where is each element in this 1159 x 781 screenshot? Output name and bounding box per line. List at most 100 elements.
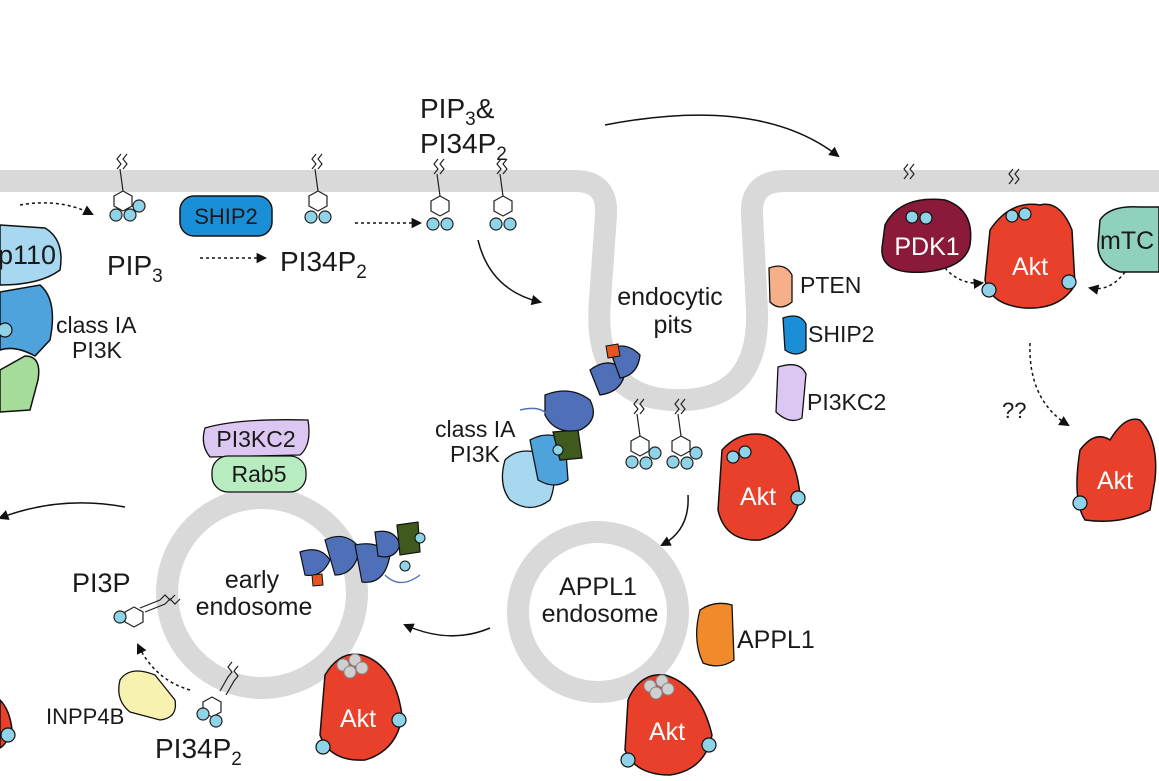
class-ia-left-label-1: class IA bbox=[56, 312, 137, 338]
inpp4b-label: INPP4B bbox=[46, 704, 124, 729]
appl1-endosome-label-2: endosome bbox=[542, 600, 659, 628]
pip3-and-amp: & bbox=[476, 93, 495, 124]
class-ia-pi3k-early bbox=[299, 521, 426, 587]
pdk1-lipid-head-2 bbox=[919, 211, 933, 225]
pi34p2-top-sub: 2 bbox=[356, 262, 367, 283]
akt-appl1-beads bbox=[643, 674, 675, 700]
pi34p2-bottom-main: PI34P bbox=[155, 733, 231, 764]
akt-pit-label: Akt bbox=[740, 483, 776, 511]
arrow-p110-to-pip3 bbox=[19, 202, 94, 215]
lipid-pi34p2-bottom bbox=[196, 661, 239, 728]
akt-left-edge-phospho bbox=[0, 727, 16, 743]
ship2-pit-blob bbox=[782, 315, 807, 355]
arrow-akt-release bbox=[1029, 342, 1070, 427]
arrow-early-to-left bbox=[0, 502, 126, 520]
plasma-membrane bbox=[0, 170, 1159, 412]
inpp4b-blob bbox=[118, 670, 177, 721]
rab5-blob bbox=[211, 455, 307, 493]
lipid-akt-mem bbox=[1008, 168, 1020, 185]
lipid-pip3-2 bbox=[426, 158, 454, 231]
pi34p2-bottom-sub: 2 bbox=[231, 749, 242, 770]
arrow-pit-to-appl1 bbox=[660, 494, 689, 546]
pi3p-label: PI3P bbox=[72, 568, 131, 598]
mtor-blob bbox=[1097, 206, 1159, 273]
appl1-endosome-label-1: APPL1 bbox=[559, 573, 637, 601]
early-endosome-label-1: early bbox=[225, 566, 280, 594]
akt-early-beads bbox=[336, 653, 369, 679]
early-endosome-ring bbox=[156, 487, 368, 699]
pip3-and-2-main: PI34P bbox=[420, 128, 496, 159]
lipid-pit-1 bbox=[625, 398, 662, 470]
class-ia-pit-label-2: PI3K bbox=[450, 441, 501, 467]
akt-pit-phospho bbox=[790, 490, 806, 506]
class-ia-pi3k-pit bbox=[501, 343, 641, 509]
lipid-pit-2 bbox=[666, 398, 703, 470]
akt-pit-head-1 bbox=[726, 450, 740, 464]
p110-label: p110 bbox=[0, 240, 56, 270]
pip3-and-line2: PI34P2 bbox=[420, 128, 507, 165]
pi3kc2-endo-blob bbox=[202, 419, 310, 458]
arrow-top-right bbox=[604, 114, 840, 158]
pip3-label: PIP3 bbox=[107, 250, 163, 287]
akt-appl1-label: Akt bbox=[649, 718, 685, 746]
pdk1-label: PDK1 bbox=[894, 233, 959, 261]
mtor-label: mTC bbox=[1100, 227, 1154, 255]
akt-mem-head-2 bbox=[1018, 207, 1032, 221]
akt-cyto-label: Akt bbox=[1097, 467, 1133, 495]
appl1-label: APPL1 bbox=[737, 626, 815, 654]
akt-membrane-label: Akt bbox=[1012, 253, 1048, 281]
ship2-pit-label: SHIP2 bbox=[808, 321, 874, 347]
akt-early-phospho-2 bbox=[315, 739, 331, 755]
rab5-label: Rab5 bbox=[232, 461, 287, 487]
akt-mem-phospho-right bbox=[1061, 274, 1077, 290]
akt-cyto-blob bbox=[1076, 418, 1157, 522]
akt-mem-phospho-left bbox=[981, 282, 997, 298]
pdk1-blob bbox=[881, 198, 972, 274]
endocytic-label-1: endocytic bbox=[617, 283, 723, 311]
pip3-label-sub: 3 bbox=[152, 266, 163, 287]
class-ia-pi3k-left bbox=[0, 224, 62, 413]
pi34p2-top-label: PI34P2 bbox=[280, 246, 367, 283]
akt-appl1-phospho-1 bbox=[620, 752, 636, 768]
pten-label: PTEN bbox=[800, 272, 861, 298]
class-ia-pit-label-1: class IA bbox=[435, 416, 516, 442]
pi34p2-top-main: PI34P bbox=[280, 246, 356, 277]
akt-cyto-phospho bbox=[1072, 495, 1088, 511]
akt-pit-head-2 bbox=[738, 445, 752, 459]
lipid-pip3-1 bbox=[109, 153, 146, 222]
akt-early-phospho-1 bbox=[391, 712, 407, 728]
pip3-and-main: PIP bbox=[420, 93, 465, 124]
pi3kc2-endo-label: PI3KC2 bbox=[216, 426, 295, 452]
lipid-pi3p bbox=[113, 594, 181, 628]
question-label: ?? bbox=[1002, 398, 1026, 423]
pdk1-lipid-head-1 bbox=[905, 210, 919, 224]
arrow-pdk1-to-akt bbox=[944, 267, 985, 289]
akt-mem-head-1 bbox=[1005, 209, 1019, 223]
ship2-top-label: SHIP2 bbox=[194, 204, 258, 229]
arrow-inpp4b-to-pi3p bbox=[136, 643, 191, 691]
arrow-mtor-to-akt bbox=[1087, 271, 1126, 295]
pi3kc2-pit-label: PI3KC2 bbox=[807, 389, 886, 415]
lipid-pdk1 bbox=[903, 163, 915, 180]
pip3-and-2-sub: 2 bbox=[496, 144, 507, 165]
pip3-label-main: PIP bbox=[107, 250, 152, 281]
endocytic-label-2: pits bbox=[654, 311, 693, 339]
akt-early-label: Akt bbox=[340, 705, 376, 733]
appl1-blob bbox=[696, 602, 735, 667]
pi3kc2-pit-blob bbox=[775, 364, 807, 422]
class-ia-left-label-2: PI3K bbox=[72, 337, 123, 363]
pten-blob bbox=[768, 265, 793, 308]
pip3-and-sub: 3 bbox=[465, 109, 476, 130]
pip3-and-line1: PIP3& bbox=[420, 93, 495, 130]
appl1-endosome-ring bbox=[507, 521, 689, 703]
arrow-to-endocytic bbox=[477, 239, 543, 306]
early-endosome-label-2: endosome bbox=[196, 593, 313, 621]
lipid-pi34p2-2 bbox=[489, 158, 517, 231]
akt-appl1-blob bbox=[624, 673, 713, 776]
ship2-top-blob bbox=[179, 195, 273, 237]
arrow-appl1-to-early bbox=[403, 623, 491, 637]
lipid-pi34p2-1 bbox=[304, 153, 332, 224]
akt-appl1-phospho-2 bbox=[701, 737, 717, 753]
pi34p2-bottom-label: PI34P2 bbox=[155, 733, 242, 770]
